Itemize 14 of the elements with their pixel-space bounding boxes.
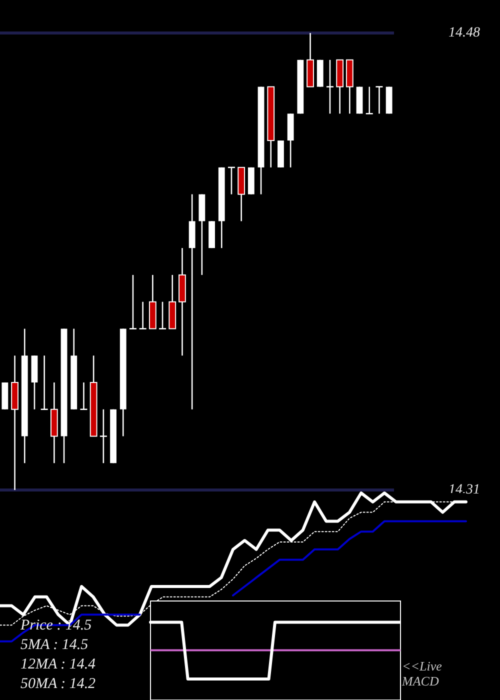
annotation: 5MA : 14.5 xyxy=(20,637,89,654)
text: <<Live MACD xyxy=(401,658,442,688)
candlestick xyxy=(365,86,374,114)
text: 12MA : 14.4 xyxy=(20,656,96,673)
candlestick xyxy=(375,86,384,114)
text: 50MA : 14.2 xyxy=(20,676,96,692)
candlestick xyxy=(80,382,88,410)
candlestick xyxy=(99,408,108,464)
candlestick xyxy=(326,59,334,114)
candlestick xyxy=(128,274,138,330)
candlestick xyxy=(40,354,48,410)
candlestick xyxy=(158,301,167,330)
y-tick-label: 14.48 xyxy=(448,26,480,40)
candlestick xyxy=(138,301,147,330)
